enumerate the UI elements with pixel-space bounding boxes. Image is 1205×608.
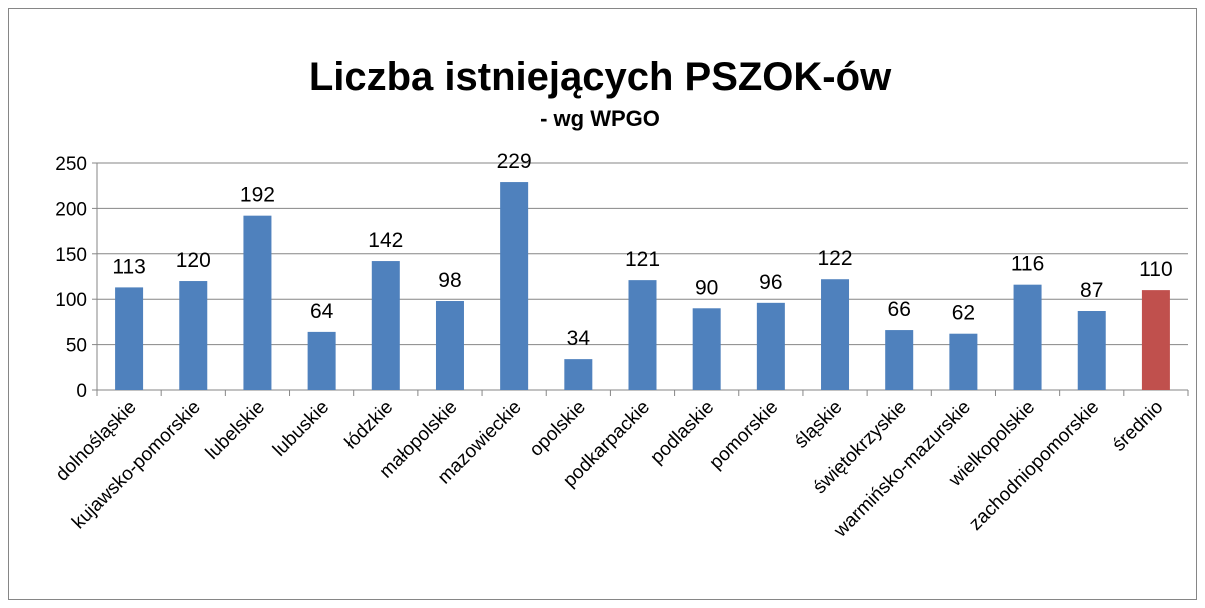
bar xyxy=(564,359,593,390)
chart-subtitle: - wg WPGO xyxy=(540,106,660,131)
data-label: 62 xyxy=(952,302,975,325)
data-label: 87 xyxy=(1080,279,1103,302)
bar xyxy=(885,330,914,390)
bar xyxy=(756,302,785,390)
data-label: 90 xyxy=(695,276,718,299)
y-tick-label: 0 xyxy=(76,381,87,402)
data-label: 113 xyxy=(112,255,145,278)
data-label: 229 xyxy=(497,150,532,173)
bar xyxy=(1013,284,1042,390)
bar xyxy=(821,279,850,390)
bar xyxy=(1141,290,1170,390)
y-tick-label: 200 xyxy=(55,199,87,220)
data-label: 98 xyxy=(438,269,461,292)
chart-title: Liczba istniejących PSZOK-ów xyxy=(309,55,892,99)
data-label: 64 xyxy=(310,300,334,323)
bar xyxy=(692,308,721,390)
y-tick-label: 250 xyxy=(55,154,87,175)
data-label: 34 xyxy=(567,327,591,350)
data-label: 96 xyxy=(759,271,782,294)
y-tick-label: 150 xyxy=(55,245,87,266)
bar xyxy=(1077,311,1106,390)
bar xyxy=(949,333,978,390)
y-tick-label: 100 xyxy=(55,290,87,311)
data-label: 66 xyxy=(888,298,911,321)
data-label: 110 xyxy=(1139,258,1172,281)
bar xyxy=(179,281,208,390)
bar xyxy=(435,301,464,390)
data-label: 121 xyxy=(625,248,660,271)
data-label: 116 xyxy=(1011,253,1044,276)
data-label: 122 xyxy=(818,247,853,270)
bar xyxy=(243,215,272,390)
data-label: 142 xyxy=(368,229,403,252)
bar xyxy=(500,182,529,390)
bar xyxy=(628,280,657,390)
data-label: 192 xyxy=(240,184,275,207)
bar xyxy=(371,261,400,390)
bar xyxy=(307,331,336,390)
y-tick-label: 50 xyxy=(66,336,87,357)
data-label: 120 xyxy=(176,249,211,272)
bar xyxy=(115,287,144,390)
